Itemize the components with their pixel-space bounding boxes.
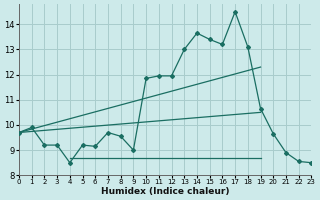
X-axis label: Humidex (Indice chaleur): Humidex (Indice chaleur) <box>101 187 229 196</box>
